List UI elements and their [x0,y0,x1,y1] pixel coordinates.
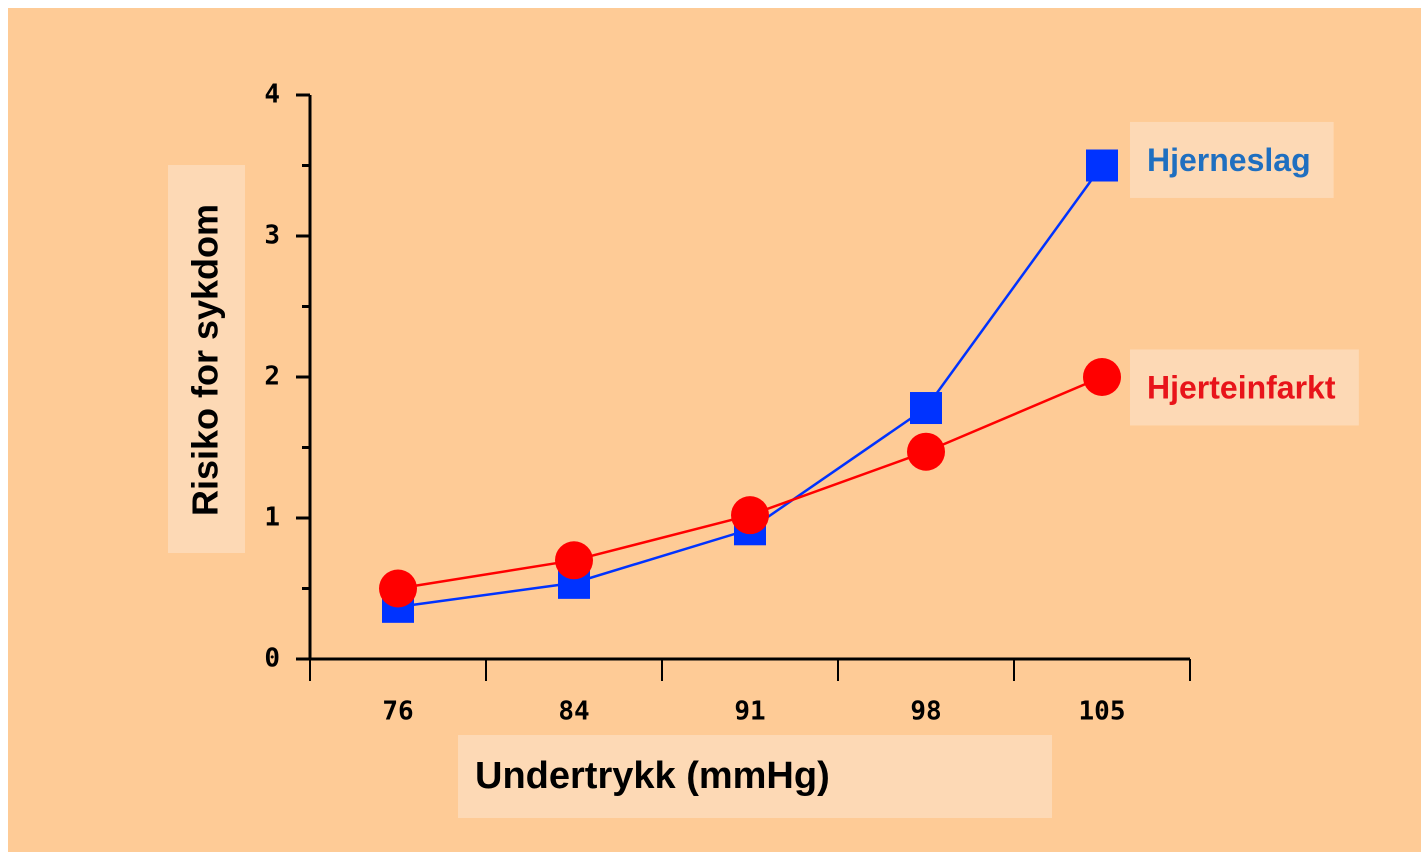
marker [555,541,593,580]
x-label-box [458,735,1052,818]
legend-label: Hjerteinfarkt [1147,369,1336,405]
marker [1086,149,1118,182]
x-tick-label: 84 [558,697,589,727]
legend-label: Hjerneslag [1147,142,1311,178]
marker [907,432,945,471]
x-tick-label: 98 [910,697,941,727]
marker [379,569,417,608]
x-tick-label: 76 [382,697,413,727]
legend-box [1130,349,1359,426]
x-axis-label: Undertrykk (mmHg) [475,755,830,797]
y-tick-label: 2 [264,362,280,392]
y-tick-label: 3 [264,221,280,251]
x-tick-label: 91 [734,697,765,727]
marker [731,496,769,535]
legend-box [1130,121,1334,198]
y-label-box [168,165,245,553]
marker [910,392,942,425]
y-tick-label: 0 [264,644,280,674]
y-tick-label: 1 [264,503,280,533]
y-axis-label: Risiko for sykdom [185,204,226,516]
y-tick-label: 4 [264,80,280,110]
marker [1083,358,1121,396]
x-tick-label: 105 [1079,697,1126,727]
